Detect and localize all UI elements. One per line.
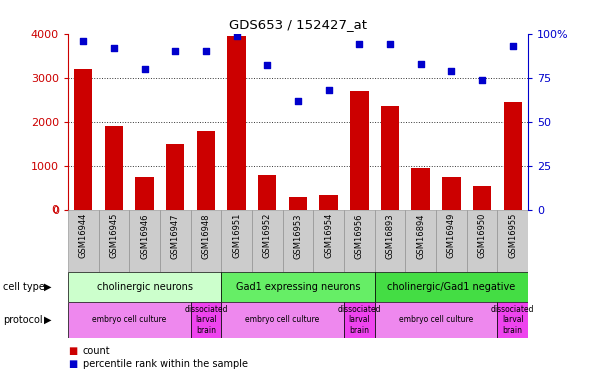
Bar: [442, 177, 461, 210]
Point: [477, 76, 487, 82]
Text: GSM16952: GSM16952: [263, 213, 272, 258]
Text: GSM16954: GSM16954: [324, 213, 333, 258]
Bar: [221, 272, 375, 302]
Text: embryo cell culture: embryo cell culture: [92, 315, 166, 324]
Bar: [319, 195, 338, 210]
Text: cholinergic neurons: cholinergic neurons: [97, 282, 192, 292]
Point: [355, 41, 364, 47]
Text: cell type: cell type: [3, 282, 45, 292]
Bar: [68, 210, 99, 272]
Bar: [166, 144, 185, 210]
Point: [385, 41, 395, 47]
Point: [324, 87, 333, 93]
Point: [263, 63, 272, 69]
Bar: [104, 126, 123, 210]
Bar: [497, 210, 528, 272]
Text: embryo cell culture: embryo cell culture: [399, 315, 473, 324]
Bar: [350, 91, 369, 210]
Text: embryo cell culture: embryo cell culture: [245, 315, 320, 324]
Text: dissociated
larval
brain: dissociated larval brain: [491, 305, 535, 334]
Bar: [258, 175, 277, 210]
Text: GSM16955: GSM16955: [508, 213, 517, 258]
Bar: [221, 210, 252, 272]
Text: GSM16948: GSM16948: [201, 213, 211, 259]
Text: ▶: ▶: [44, 282, 52, 292]
Text: GSM16953: GSM16953: [293, 213, 303, 259]
Text: ■: ■: [68, 359, 77, 369]
Bar: [74, 69, 93, 210]
Point: [140, 66, 149, 72]
Text: count: count: [83, 346, 110, 355]
Text: GSM16894: GSM16894: [416, 213, 425, 259]
Text: GSM16949: GSM16949: [447, 213, 456, 258]
Text: ■: ■: [68, 346, 77, 355]
Bar: [283, 210, 313, 272]
Bar: [99, 210, 129, 272]
Point: [508, 43, 517, 49]
Bar: [344, 210, 375, 272]
Point: [416, 61, 425, 67]
Text: protocol: protocol: [3, 315, 42, 325]
Bar: [196, 131, 215, 210]
Point: [447, 68, 456, 74]
Bar: [405, 210, 436, 272]
Text: dissociated
larval
brain: dissociated larval brain: [337, 305, 381, 334]
Bar: [227, 36, 246, 210]
Point: [293, 98, 303, 104]
Bar: [160, 210, 191, 272]
Bar: [473, 186, 491, 210]
Text: GSM16947: GSM16947: [171, 213, 180, 259]
Bar: [252, 210, 283, 272]
Bar: [68, 272, 221, 302]
Point: [201, 48, 211, 54]
Bar: [503, 102, 522, 210]
Text: Gad1 expressing neurons: Gad1 expressing neurons: [235, 282, 360, 292]
Bar: [289, 197, 307, 210]
Bar: [375, 272, 528, 302]
Text: GSM16944: GSM16944: [78, 213, 88, 258]
Text: ▶: ▶: [44, 315, 52, 325]
Bar: [375, 302, 497, 338]
Text: dissociated
larval
brain: dissociated larval brain: [184, 305, 228, 334]
Text: GSM16951: GSM16951: [232, 213, 241, 258]
Bar: [135, 177, 154, 210]
Text: cholinergic/Gad1 negative: cholinergic/Gad1 negative: [387, 282, 516, 292]
Point: [232, 33, 241, 39]
Point: [109, 45, 119, 51]
Bar: [68, 302, 191, 338]
Text: 0: 0: [52, 205, 58, 215]
Text: GSM16893: GSM16893: [385, 213, 395, 259]
Bar: [497, 302, 528, 338]
Text: GSM16946: GSM16946: [140, 213, 149, 259]
Point: [78, 38, 88, 44]
Bar: [436, 210, 467, 272]
Text: GSM16945: GSM16945: [109, 213, 119, 258]
Point: [171, 48, 180, 54]
Bar: [313, 210, 344, 272]
Bar: [467, 210, 497, 272]
Bar: [344, 302, 375, 338]
Bar: [129, 210, 160, 272]
Text: percentile rank within the sample: percentile rank within the sample: [83, 359, 248, 369]
Bar: [411, 168, 430, 210]
Text: GSM16956: GSM16956: [355, 213, 364, 259]
Bar: [375, 210, 405, 272]
Bar: [381, 106, 399, 210]
Text: GSM16950: GSM16950: [477, 213, 487, 258]
Bar: [191, 302, 221, 338]
Bar: [221, 302, 344, 338]
Bar: [191, 210, 221, 272]
Title: GDS653 / 152427_at: GDS653 / 152427_at: [229, 18, 367, 31]
